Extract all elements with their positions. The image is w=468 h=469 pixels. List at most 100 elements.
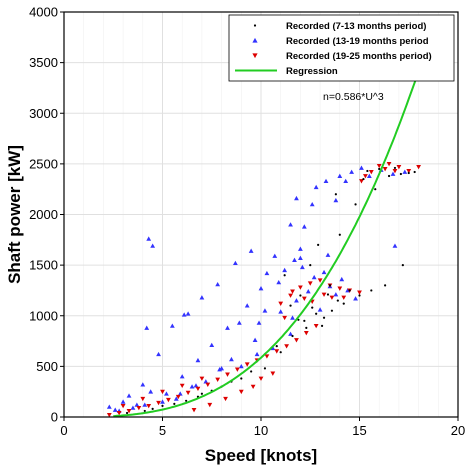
data-point	[305, 326, 308, 329]
data-point	[390, 171, 396, 176]
data-point	[169, 323, 175, 328]
legend-label-7-13: Recorded (7-13 months period)	[286, 21, 426, 32]
data-point	[313, 184, 319, 190]
data-point	[181, 312, 187, 317]
data-point	[290, 315, 295, 320]
data-point	[323, 178, 329, 184]
legend-label-regression: Regression	[286, 66, 338, 77]
data-point	[274, 349, 280, 354]
data-point	[303, 331, 309, 336]
data-point	[161, 404, 164, 407]
data-point	[151, 407, 154, 410]
data-point	[366, 173, 372, 178]
data-point	[150, 243, 156, 248]
data-point	[225, 372, 230, 377]
data-point	[236, 320, 242, 325]
data-point	[341, 295, 347, 300]
data-point	[229, 356, 234, 362]
x-tick-label: 20	[451, 423, 465, 438]
x-axis-label: Speed [knots]	[205, 446, 317, 465]
y-tick-label: 3000	[29, 106, 58, 121]
data-point	[134, 402, 140, 407]
data-point	[326, 293, 330, 296]
data-point	[264, 270, 270, 276]
data-point	[156, 400, 161, 406]
data-point	[205, 382, 211, 387]
y-tick-label: 4000	[29, 5, 58, 20]
data-point	[317, 243, 320, 246]
data-point	[301, 224, 307, 229]
data-point	[311, 306, 314, 309]
data-point	[240, 377, 243, 380]
data-point	[270, 371, 276, 376]
data-point	[175, 394, 181, 400]
data-point	[416, 164, 421, 170]
data-point	[376, 163, 382, 169]
data-point	[254, 351, 260, 357]
data-point	[223, 396, 228, 402]
data-point	[334, 193, 337, 196]
data-point	[146, 236, 152, 241]
y-tick-label: 2000	[29, 207, 58, 222]
data-point	[348, 289, 351, 292]
data-point	[185, 399, 188, 402]
data-point	[378, 167, 381, 171]
data-point	[384, 284, 387, 287]
data-point	[106, 413, 112, 418]
data-point	[288, 293, 293, 298]
data-point	[282, 315, 288, 321]
data-point	[320, 324, 324, 327]
data-point	[177, 391, 183, 396]
data-point	[407, 171, 410, 175]
data-point	[357, 290, 362, 295]
data-point	[354, 203, 357, 206]
data-point	[263, 367, 267, 370]
data-point	[292, 257, 297, 262]
data-point	[275, 345, 278, 348]
data-point	[309, 201, 315, 207]
data-point	[328, 284, 332, 287]
data-point	[315, 312, 318, 315]
data-point	[284, 344, 290, 349]
legend-label-19-25: Recorded (19-25 months period)	[286, 51, 432, 62]
data-point	[313, 323, 319, 329]
data-point	[140, 396, 146, 402]
data-point	[294, 338, 299, 343]
data-point	[185, 311, 191, 316]
data-point	[359, 165, 364, 170]
data-point	[120, 399, 126, 404]
data-point	[136, 405, 142, 411]
data-point	[238, 363, 244, 369]
data-point	[353, 296, 358, 301]
data-point	[309, 264, 312, 267]
data-point	[126, 393, 132, 398]
legend-label-13-19: Recorded (13-19 months period	[286, 36, 429, 47]
data-point	[244, 362, 250, 367]
data-point	[272, 253, 278, 258]
data-point	[256, 320, 262, 325]
data-point	[399, 172, 402, 176]
data-point	[217, 367, 223, 372]
data-point	[148, 389, 154, 394]
data-point	[207, 402, 213, 408]
data-point	[330, 309, 334, 312]
data-point	[325, 252, 331, 257]
data-point	[362, 177, 365, 181]
data-point	[413, 170, 416, 174]
data-point	[299, 264, 305, 270]
x-tick-label: 10	[254, 423, 268, 438]
data-point	[140, 382, 146, 387]
legend: Recorded (7-13 months period) Recorded (…	[228, 14, 455, 82]
data-point	[338, 233, 341, 236]
data-point	[278, 301, 284, 306]
plot-area	[106, 47, 428, 418]
data-point	[185, 390, 191, 396]
data-point	[333, 197, 339, 203]
data-point	[179, 374, 185, 379]
data-point	[294, 298, 299, 303]
y-tick-label: 0	[51, 410, 58, 425]
legend-marker-7-13	[253, 24, 257, 27]
data-point	[282, 267, 288, 273]
data-point	[262, 308, 268, 313]
